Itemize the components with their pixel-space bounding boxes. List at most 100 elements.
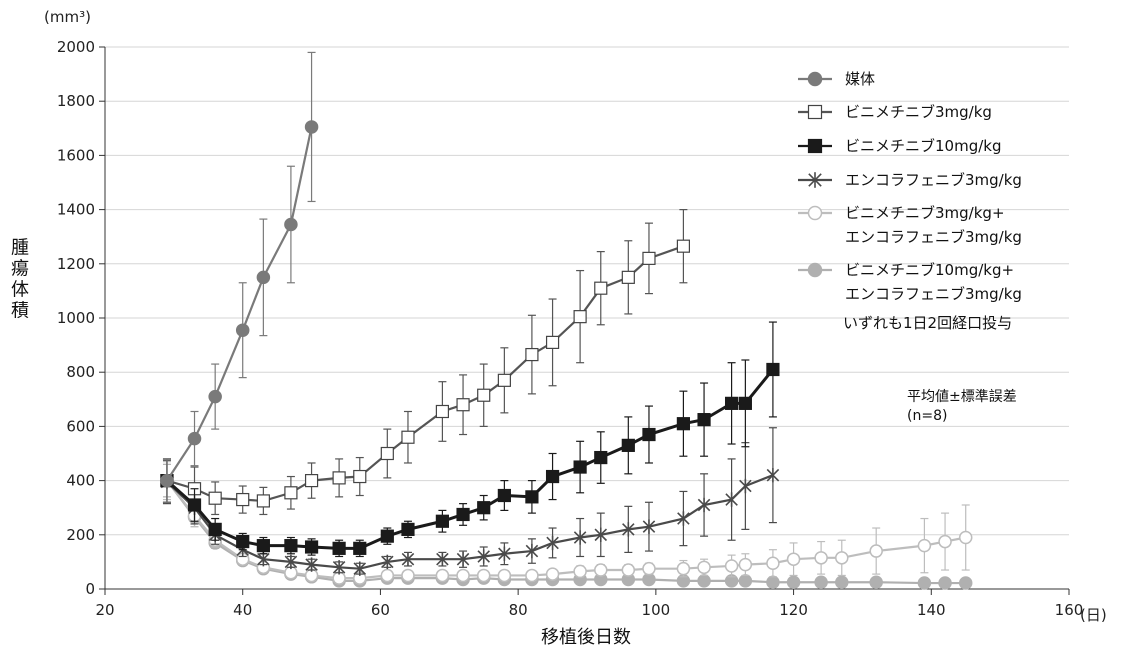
- series-0: [160, 51, 319, 503]
- data-point: [642, 561, 656, 576]
- legend-label: エンコラフェニブ3mg/kg: [845, 171, 1022, 189]
- legend-label: エンコラフェニブ3mg/kg: [845, 228, 1022, 246]
- data-point: [305, 557, 318, 572]
- legend-label: エンコラフェニブ3mg/kg: [845, 285, 1022, 303]
- data-point: [545, 335, 560, 349]
- data-point: [738, 574, 753, 588]
- x-tick-label: 60: [371, 601, 390, 619]
- series-line: [166, 245, 684, 503]
- data-point: [401, 551, 415, 567]
- legend-item-4: ビニメチニブ3mg/kg+ エンコラフェニブ3mg/kg: [798, 204, 1022, 246]
- series-line: [166, 126, 313, 482]
- legend-label: ビニメチニブ10mg/kg+: [845, 261, 1014, 279]
- data-point: [766, 575, 780, 589]
- data-point: [573, 564, 587, 579]
- data-point: [869, 575, 883, 589]
- series-2: [160, 321, 780, 558]
- data-point: [786, 575, 801, 589]
- legend-label: ビニメチニブ10mg/kg: [845, 137, 1001, 155]
- legend-label: ビニメチニブ3mg/kg+: [845, 204, 1005, 222]
- data-point: [573, 310, 587, 324]
- y-axis-title-char: 瘍: [11, 259, 29, 280]
- x-unit-label: (日): [1080, 606, 1107, 624]
- data-point: [456, 551, 470, 567]
- data-point: [187, 498, 202, 512]
- data-point: [380, 446, 394, 461]
- data-point: [332, 541, 346, 555]
- data-point: [160, 473, 174, 488]
- data-point: [332, 560, 346, 575]
- data-point: [436, 551, 449, 567]
- data-point: [235, 323, 250, 337]
- data-point: [642, 519, 656, 534]
- x-axis-title: 移植後日数: [541, 627, 631, 648]
- plot-series: [160, 51, 973, 590]
- data-point: [594, 450, 608, 465]
- series-4: [160, 461, 973, 585]
- data-point: [621, 563, 636, 577]
- data-point: [208, 522, 222, 536]
- dosing-note: いずれも1日2回経口投与: [843, 314, 1012, 332]
- y-tick-label: 2000: [57, 38, 95, 56]
- data-point: [256, 270, 271, 285]
- data-point: [621, 438, 635, 452]
- x-tick-label: 20: [95, 601, 114, 619]
- data-point: [573, 460, 587, 474]
- data-point: [435, 514, 449, 528]
- x-axis: 20 40 60 80 100 120 140 160: [95, 588, 1083, 619]
- y-tick-label: 0: [85, 580, 95, 598]
- legend-item-1: ビニメチニブ3mg/kg: [798, 103, 992, 121]
- data-point: [739, 478, 752, 494]
- legend-item-0: 媒体: [798, 70, 875, 88]
- y-tick-label: 1400: [57, 201, 95, 219]
- data-point: [353, 469, 367, 484]
- data-point: [477, 388, 491, 402]
- gridlines: [105, 46, 1069, 590]
- data-point: [573, 530, 587, 545]
- data-point: [435, 404, 449, 419]
- y-unit-label: (mm³): [44, 8, 91, 26]
- data-point: [917, 538, 932, 553]
- data-point: [284, 554, 298, 570]
- data-point: [525, 347, 539, 362]
- data-point: [958, 576, 973, 590]
- data-point: [497, 373, 511, 387]
- legend-marker: [807, 205, 823, 221]
- data-point: [401, 522, 415, 536]
- data-point: [594, 563, 608, 577]
- data-point: [697, 413, 711, 427]
- data-point: [835, 551, 849, 565]
- y-tick-label: 600: [66, 417, 95, 435]
- data-point: [380, 568, 395, 583]
- legend-marker: [808, 172, 822, 188]
- legend-label: ビニメチニブ3mg/kg: [845, 103, 992, 121]
- data-point: [622, 522, 635, 537]
- data-point: [256, 539, 270, 553]
- data-point: [697, 560, 711, 575]
- data-point: [525, 568, 539, 583]
- x-tick-label: 120: [779, 601, 808, 619]
- data-point: [353, 541, 367, 555]
- data-point: [497, 488, 511, 503]
- y-axis: 0 200 400 600 800 1000 1200 1400 1600 1800 2000: [57, 38, 106, 598]
- x-tick-label: 100: [642, 601, 671, 619]
- sample-size-note: (n=8): [907, 408, 947, 424]
- data-point: [766, 556, 780, 571]
- data-point: [621, 270, 635, 284]
- legend-item-5: ビニメチニブ10mg/kg+ エンコラフェニブ3mg/kg: [798, 261, 1022, 303]
- series-1: [160, 209, 691, 516]
- x-tick-label: 40: [233, 601, 252, 619]
- data-point: [525, 543, 539, 559]
- data-point: [676, 417, 691, 431]
- data-point: [917, 576, 932, 590]
- data-point: [738, 396, 752, 410]
- y-tick-label: 1600: [57, 146, 95, 164]
- data-point: [786, 552, 801, 566]
- data-point: [676, 561, 691, 576]
- data-point: [725, 492, 738, 507]
- series-3: [160, 427, 780, 576]
- y-tick-label: 1000: [57, 309, 95, 327]
- data-point: [236, 492, 250, 507]
